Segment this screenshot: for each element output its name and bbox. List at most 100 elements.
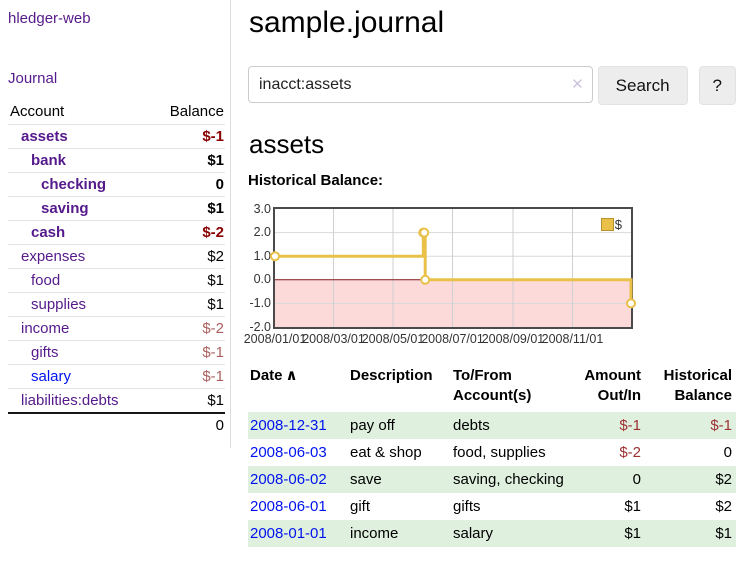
data-point: [270, 250, 280, 261]
account-row-assets: assets $-1: [8, 124, 225, 148]
account-row-supplies: supplies $1: [8, 292, 225, 316]
account-link[interactable]: checking: [41, 176, 107, 193]
transaction-description: eat & shop: [350, 443, 422, 461]
header-description: Description: [350, 366, 433, 384]
x-tick-label: 2008/03/01: [302, 331, 365, 346]
sidebar: hledger-web Journal Account Balance asse…: [0, 0, 231, 448]
account-balance: $1: [207, 200, 224, 217]
account-link[interactable]: supplies: [31, 296, 87, 313]
account-row-income: income $-2: [8, 316, 225, 340]
app-title-link[interactable]: hledger-web: [8, 10, 91, 27]
account-row-gifts: gifts $-1: [8, 340, 225, 364]
transaction-description: income: [350, 524, 399, 542]
register-row: 2008-12-31 pay off debts $-1 $-1: [248, 411, 736, 439]
account-link[interactable]: expenses: [21, 248, 86, 265]
account-balance: $-2: [202, 224, 224, 241]
account-row-food: food $1: [8, 268, 225, 292]
x-tick-label: 2008/11/01: [541, 331, 604, 346]
balance-column-header: Balance: [169, 103, 224, 120]
account-link[interactable]: saving: [41, 200, 89, 217]
chart-legend: $: [600, 217, 622, 232]
account-balance: 0: [215, 176, 224, 193]
transaction-accounts: debts: [453, 416, 490, 434]
x-tick-label: 2008/09/01: [481, 331, 545, 346]
transaction-amount: 0: [632, 470, 641, 488]
x-tick-label: 2008/07/01: [421, 331, 484, 346]
transaction-date-link[interactable]: 2008-06-02: [250, 470, 327, 488]
register-row: 2008-01-01 income salary $1 $1: [248, 519, 736, 547]
account-row-liabilities-debts: liabilities:debts $1: [8, 388, 225, 412]
transaction-amount: $-2: [619, 443, 641, 461]
clear-search-icon[interactable]: ✕: [571, 76, 584, 93]
transaction-description: save: [350, 470, 382, 488]
data-point: [419, 227, 430, 238]
y-tick-label: 1.0: [253, 248, 271, 263]
account-balance: $-1: [202, 368, 224, 385]
account-column-header: Account: [10, 103, 65, 120]
transaction-accounts: food, supplies: [453, 443, 546, 461]
account-link[interactable]: gifts: [31, 344, 59, 361]
chart-title: Historical Balance:: [248, 171, 384, 189]
transaction-description: gift: [350, 497, 371, 515]
header-balance: Historical Balance: [663, 366, 732, 404]
data-point: [420, 274, 431, 285]
account-link[interactable]: income: [21, 320, 70, 337]
transaction-accounts: gifts: [453, 497, 481, 515]
account-link[interactable]: bank: [31, 152, 67, 169]
account-row-salary: salary $-1: [8, 364, 225, 388]
transaction-description: pay off: [350, 416, 395, 434]
account-row-cash: cash $-2: [8, 220, 225, 244]
legend-swatch-icon: [600, 217, 614, 231]
historical-balance-chart: -2.0 -1.0 0.0 1.0 2.0 3.0 $ 2008/01/01 2008/03…: [244, 202, 736, 349]
data-point: [626, 297, 636, 308]
account-row-bank: bank $1: [8, 148, 225, 172]
search-bar: ✕ Search ?: [248, 66, 736, 105]
y-tick-label: -2.0: [249, 319, 271, 334]
transaction-amount: $-1: [619, 416, 641, 434]
transaction-date-link[interactable]: 2008-12-31: [250, 416, 327, 434]
search-input[interactable]: [248, 66, 593, 103]
transaction-date-link[interactable]: 2008-06-03: [250, 443, 327, 461]
transaction-balance: 0: [723, 443, 732, 461]
header-amount: Amount Out/In: [584, 366, 641, 404]
account-link[interactable]: assets: [21, 128, 68, 145]
chart-plot: $: [270, 206, 636, 329]
account-balance: $-1: [202, 344, 224, 361]
transaction-balance: $-1: [710, 416, 732, 434]
header-date[interactable]: Date ∧: [250, 366, 298, 384]
register-row: 2008-06-01 gift gifts $1 $2: [248, 493, 736, 520]
transaction-amount: $1: [624, 524, 641, 542]
transaction-balance: $2: [715, 470, 732, 488]
account-balance: $2: [207, 248, 224, 265]
register-row: 2008-06-03 eat & shop food, supplies $-2…: [248, 439, 736, 466]
account-balance: $1: [207, 296, 224, 313]
account-link[interactable]: cash: [31, 224, 66, 241]
account-link[interactable]: salary: [31, 368, 72, 385]
register-header-row: Date ∧ Description To/From Account(s) Amo…: [248, 364, 736, 412]
sidebar-item-journal[interactable]: Journal: [8, 70, 58, 87]
transaction-date-link[interactable]: 2008-01-01: [250, 524, 327, 542]
account-balance: $1: [207, 272, 224, 289]
transaction-balance: $1: [715, 524, 732, 542]
x-tick-label: 2008/05/01: [361, 331, 425, 346]
transaction-date-link[interactable]: 2008-06-01: [250, 497, 327, 515]
page-title: sample.journal: [249, 6, 445, 39]
account-link[interactable]: food: [31, 272, 61, 289]
search-button[interactable]: Search: [597, 66, 688, 105]
account-heading: assets: [249, 129, 325, 159]
transaction-balance: $2: [715, 497, 732, 515]
register-row: 2008-06-02 save saving, checking 0 $2: [248, 465, 736, 493]
account-balance: $-2: [202, 320, 224, 337]
header-accounts: To/From Account(s): [453, 366, 532, 404]
transaction-accounts: saving, checking: [453, 470, 564, 488]
chart-y-labels: -2.0 -1.0 0.0 1.0 2.0 3.0: [248, 202, 271, 334]
account-balance: $1: [207, 152, 224, 169]
account-link[interactable]: liabilities:debts: [21, 392, 119, 409]
accounts-total: 0: [8, 412, 225, 437]
account-balance: $-1: [202, 128, 224, 145]
accounts-table: Account Balance assets $-1 bank $1 check…: [8, 100, 225, 437]
help-button[interactable]: ?: [698, 66, 736, 105]
y-tick-label: 0.0: [253, 272, 271, 287]
y-tick-label: 2.0: [253, 225, 271, 240]
account-row-expenses: expenses $2: [8, 244, 225, 268]
